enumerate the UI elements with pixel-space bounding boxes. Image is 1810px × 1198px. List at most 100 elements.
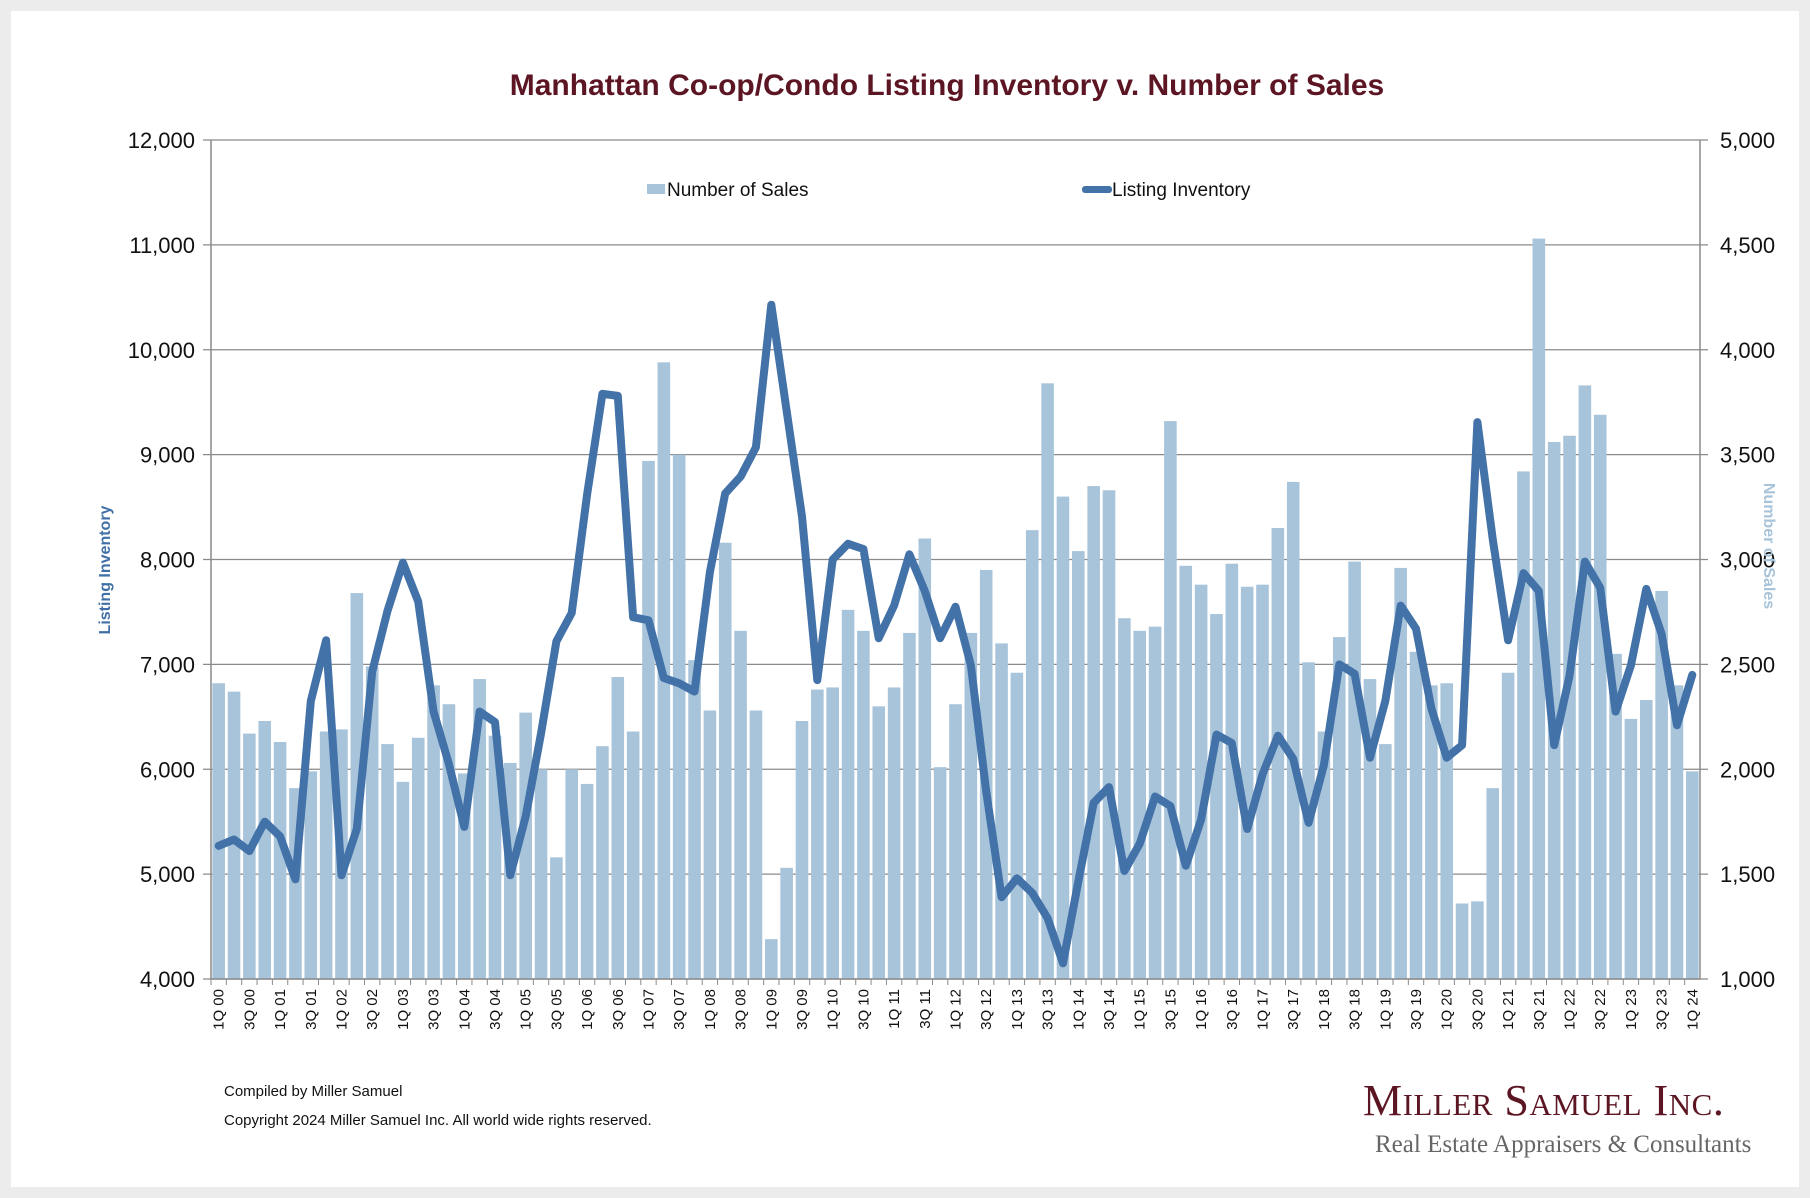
y-tick-label-right: 1,500: [1720, 862, 1775, 887]
sales-bar: [795, 721, 809, 979]
legend: Number of Sales Listing Inventory: [647, 180, 1251, 201]
sales-bar: [688, 660, 701, 979]
chart-title: Manhattan Co-op/Condo Listing Inventory …: [510, 69, 1384, 102]
sales-bar: [1056, 496, 1070, 979]
sales-bar: [1348, 561, 1361, 979]
x-tick-label: 1Q 01: [272, 989, 289, 1030]
sales-bar: [1164, 421, 1177, 979]
sales-bar: [1194, 584, 1208, 979]
sales-bar: [918, 538, 932, 979]
y-tick-label-right: 2,000: [1720, 757, 1775, 782]
sales-bar: [1455, 903, 1469, 979]
x-tick-label: 3Q 03: [426, 989, 443, 1030]
x-tick-label: 3Q 21: [1531, 989, 1548, 1030]
x-tick-label: 3Q 15: [1162, 989, 1179, 1030]
sales-bar: [534, 769, 548, 979]
x-tick-label: 3Q 13: [1040, 989, 1057, 1030]
sales-bar: [1225, 563, 1239, 979]
sales-bar: [1332, 637, 1346, 979]
sales-bar: [227, 691, 241, 979]
y-tick-label-left: 10,000: [128, 338, 195, 363]
x-tick-label: 3Q 07: [671, 989, 688, 1030]
x-tick-label: 1Q 03: [395, 989, 412, 1030]
sales-bar: [1240, 586, 1254, 979]
sales-bar: [488, 735, 502, 979]
x-tick-label: 3Q 14: [1101, 989, 1118, 1030]
x-tick-label: 1Q 06: [579, 989, 596, 1030]
sales-bar: [243, 733, 256, 979]
y-tick-label-right: 4,000: [1720, 338, 1775, 363]
sales-bar: [872, 706, 886, 979]
x-tick-label: 1Q 15: [1132, 989, 1149, 1030]
sales-bar: [1087, 486, 1100, 979]
sales-bar: [1133, 630, 1146, 979]
sales-bar: [1409, 651, 1423, 979]
legend-swatch-inventory: [1082, 186, 1112, 193]
x-tick-label: 1Q 17: [1255, 989, 1272, 1030]
y-tick-label-left: 5,000: [140, 862, 195, 887]
sales-bar: [1563, 435, 1576, 979]
x-tick-label: 3Q 02: [364, 989, 381, 1030]
y-tick-label-right: 3,000: [1720, 548, 1775, 573]
sales-bar: [1179, 565, 1193, 979]
sales-bar: [1670, 685, 1684, 979]
sales-bar: [826, 687, 839, 979]
sales-bar: [1041, 383, 1054, 979]
sales-bar: [949, 704, 962, 979]
sales-bar: [780, 867, 793, 979]
x-tick-label: 1Q 19: [1377, 989, 1394, 1030]
sales-bar: [565, 769, 579, 979]
sales-bar: [1517, 471, 1530, 979]
y-tick-label-right: 4,500: [1720, 233, 1775, 258]
combo-chart: Manhattan Co-op/Condo Listing Inventory …: [97, 69, 1777, 1030]
sales-bar: [1440, 683, 1454, 979]
x-tick-label: 3Q 00: [241, 989, 258, 1030]
sales-bar: [1210, 614, 1223, 979]
x-tick-label: 3Q 17: [1285, 989, 1302, 1030]
sales-bar: [611, 676, 625, 979]
sales-bar: [626, 731, 640, 979]
x-tick-label: 3Q 19: [1408, 989, 1425, 1030]
logo-tagline: Real Estate Appraisers & Consultants: [1375, 1131, 1752, 1158]
x-tick-label: 3Q 22: [1592, 989, 1609, 1030]
footer-compiled: Compiled by Miller Samuel: [224, 1083, 403, 1100]
x-tick-label: 3Q 16: [1224, 989, 1241, 1030]
x-tick-label: 1Q 07: [640, 989, 657, 1030]
sales-bar: [596, 746, 609, 979]
y-axis-label-left: Listing Inventory: [97, 505, 114, 634]
x-tick-label: 1Q 10: [825, 989, 842, 1030]
x-tick-label: 1Q 02: [333, 989, 350, 1030]
sales-bar: [1118, 618, 1131, 979]
x-tick-label: 1Q 22: [1562, 989, 1579, 1030]
logo-name: Miller Samuel Inc.: [1363, 1076, 1725, 1125]
sales-bar: [258, 721, 272, 979]
x-tick-label: 3Q 23: [1654, 989, 1671, 1030]
sales-bar: [1425, 685, 1438, 979]
legend-swatch-sales: [647, 184, 665, 194]
sales-bar: [550, 857, 563, 979]
y-tick-label-right: 5,000: [1720, 128, 1775, 153]
y-tick-label-left: 12,000: [128, 128, 195, 153]
y-tick-label-left: 11,000: [129, 233, 195, 258]
sales-bar: [734, 630, 747, 979]
x-tick-label: 1Q 08: [702, 989, 719, 1030]
sales-bar: [580, 783, 594, 979]
x-tick-label: 3Q 18: [1347, 989, 1364, 1030]
sales-bar: [1624, 718, 1638, 979]
sales-bar: [903, 632, 916, 979]
sales-bar: [396, 781, 410, 979]
sales-bar: [1025, 530, 1039, 979]
sales-bar: [718, 542, 732, 979]
sales-bar: [765, 939, 778, 979]
sales-bar: [642, 460, 655, 980]
sales-bar: [1010, 672, 1024, 979]
sales-bar: [1471, 901, 1484, 979]
y-tick-label-right: 1,000: [1720, 967, 1775, 992]
x-tick-label: 3Q 08: [733, 989, 750, 1030]
sales-bar: [672, 454, 686, 979]
x-tick-label: 1Q 18: [1316, 989, 1333, 1030]
sales-bar: [703, 710, 717, 979]
x-tick-label: 3Q 20: [1469, 989, 1486, 1030]
x-tick-label: 3Q 10: [855, 989, 872, 1030]
sales-bar: [1379, 744, 1392, 979]
